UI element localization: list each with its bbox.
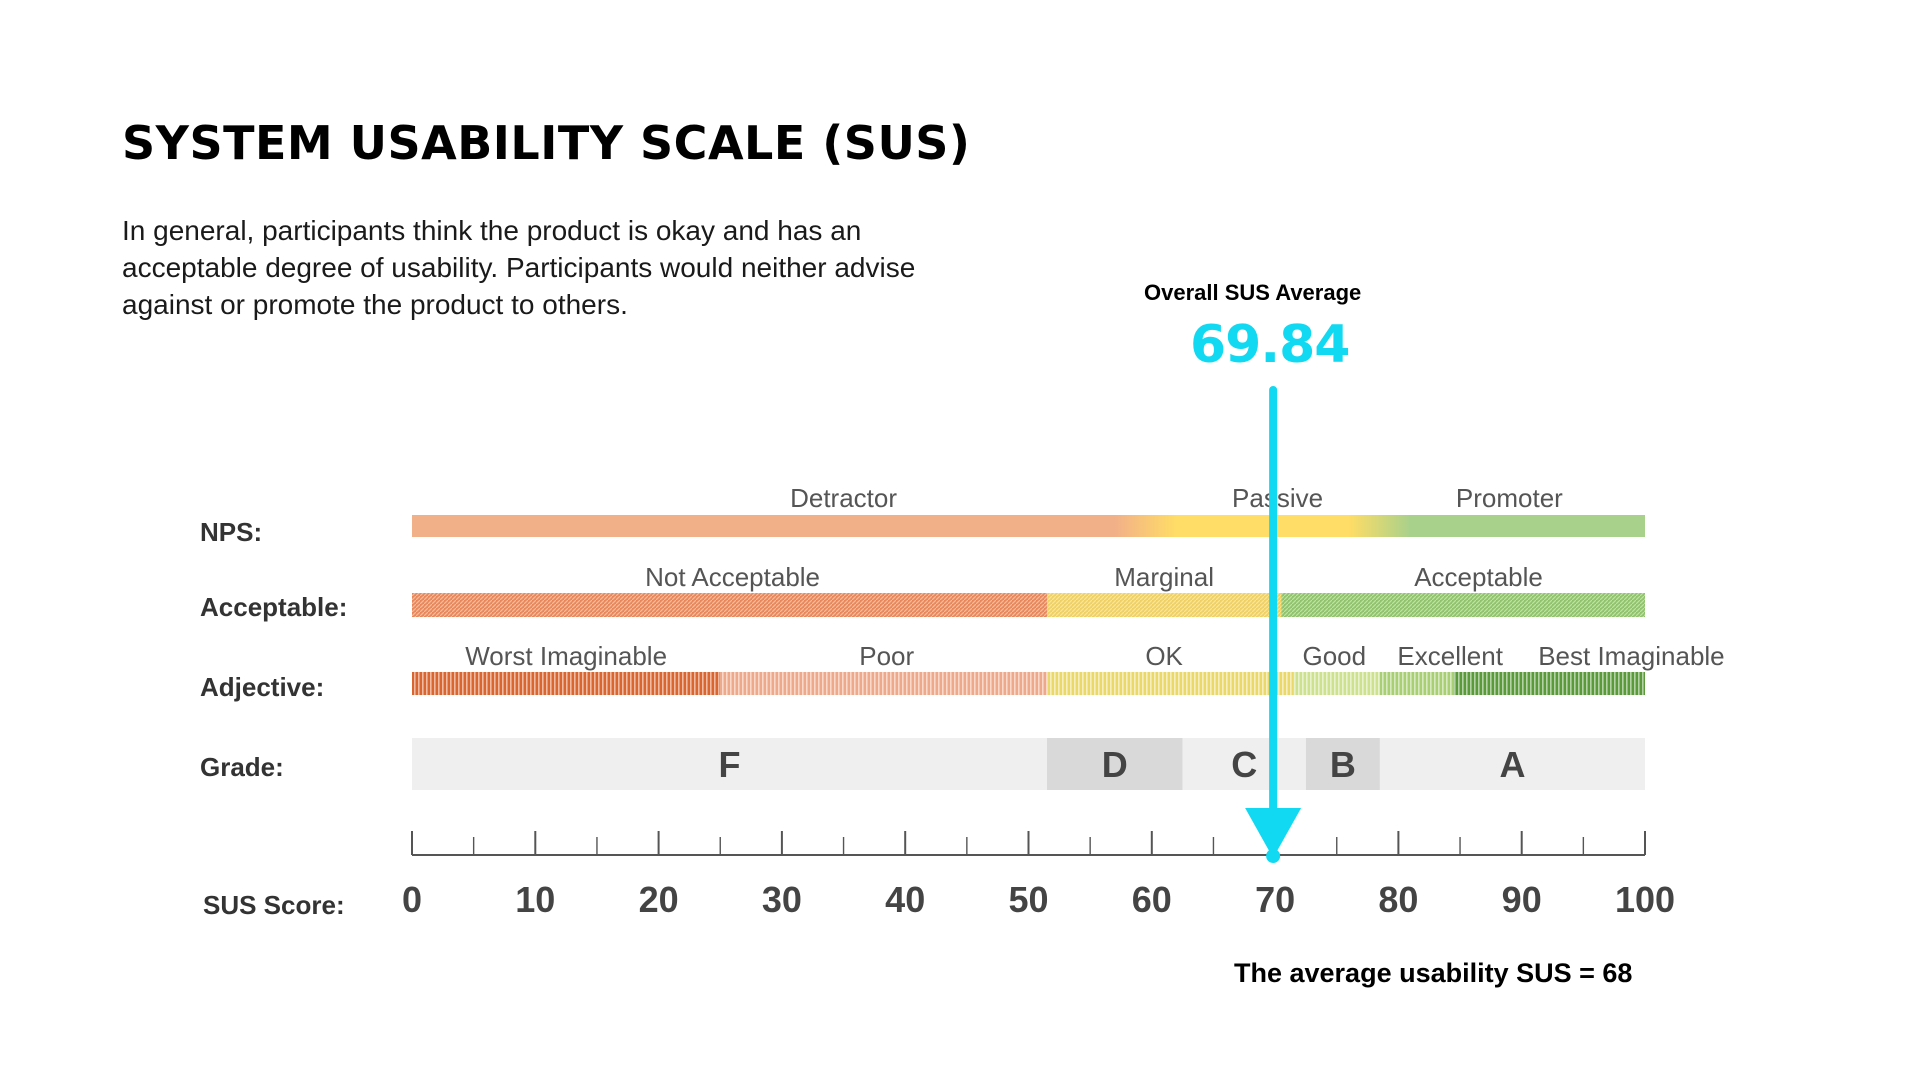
tick-label: 20 [639,879,679,920]
scale-row-2: Adjective: Worst Imaginable Poor OK Good Exce… [200,641,1725,702]
grade-cell [412,738,1047,790]
segment-label: Worst Imaginable [465,641,667,671]
average-usability-note: The average usability SUS = 68 [1234,958,1633,988]
segment-label: Poor [859,641,914,671]
segment-label: Best Imaginable [1538,641,1724,671]
page-title: SYSTEM USABILITY SCALE (SUS) [122,116,971,170]
segment-texture [1046,593,1282,617]
tick-label: 80 [1378,879,1418,920]
segment-texture [1046,672,1294,695]
tick-label: 100 [1615,879,1675,920]
grade-cell [1379,738,1645,790]
segment-texture [1281,593,1645,617]
segment-texture [412,672,721,695]
average-marker-dot [1266,849,1281,863]
segment-label: Excellent [1397,641,1503,671]
row-label: Adjective: [200,672,324,702]
segment-label: Promoter [1456,483,1563,513]
segment-texture [1453,672,1645,695]
grade-letter: F [718,744,740,785]
grade-letter: D [1102,744,1128,785]
segment-label: OK [1145,641,1183,671]
segment-label: Detractor [790,483,897,513]
tick-label: 60 [1132,879,1172,920]
grade-letter: A [1499,744,1525,785]
tick-label: 40 [885,879,925,920]
row-label: NPS: [200,517,262,547]
scale-row-0: NPS: Detractor Passive Promoter [200,483,1645,547]
segment-label: Acceptable [1414,562,1543,592]
segment-label: Good [1302,641,1366,671]
segment-texture [412,593,1047,617]
segment-texture [1293,672,1380,695]
summary-paragraph: In general, participants think the produ… [122,215,916,320]
tick-label: 0 [402,879,422,920]
row-label: Acceptable: [200,592,347,622]
segment-label: Marginal [1114,562,1214,592]
overall-average-value: 69.84 [1190,315,1350,375]
scale-row-1: Acceptable: Not Acceptable Marginal Accepta… [200,562,1645,622]
grade-cell [1182,738,1306,790]
grade-letter: B [1330,744,1356,785]
segment-label: Passive [1232,483,1323,513]
tick-label: 10 [515,879,555,920]
tick-label: 30 [762,879,802,920]
segment-label: Not Acceptable [645,562,820,592]
nps-bar [412,515,1645,537]
overall-average-label: Overall SUS Average [1144,280,1362,305]
tick-label: 70 [1255,879,1295,920]
segment-texture [720,672,1047,695]
grade-cell [1046,738,1183,790]
segment-texture [1379,672,1454,695]
grade-row-label: Grade: [200,752,284,782]
grade-letter: C [1231,744,1257,785]
axis-label: SUS Score: [203,890,345,920]
tick-label: 50 [1008,879,1048,920]
tick-label: 90 [1502,879,1542,920]
average-marker-arrowhead [1245,808,1302,858]
grade-cell [1305,738,1380,790]
